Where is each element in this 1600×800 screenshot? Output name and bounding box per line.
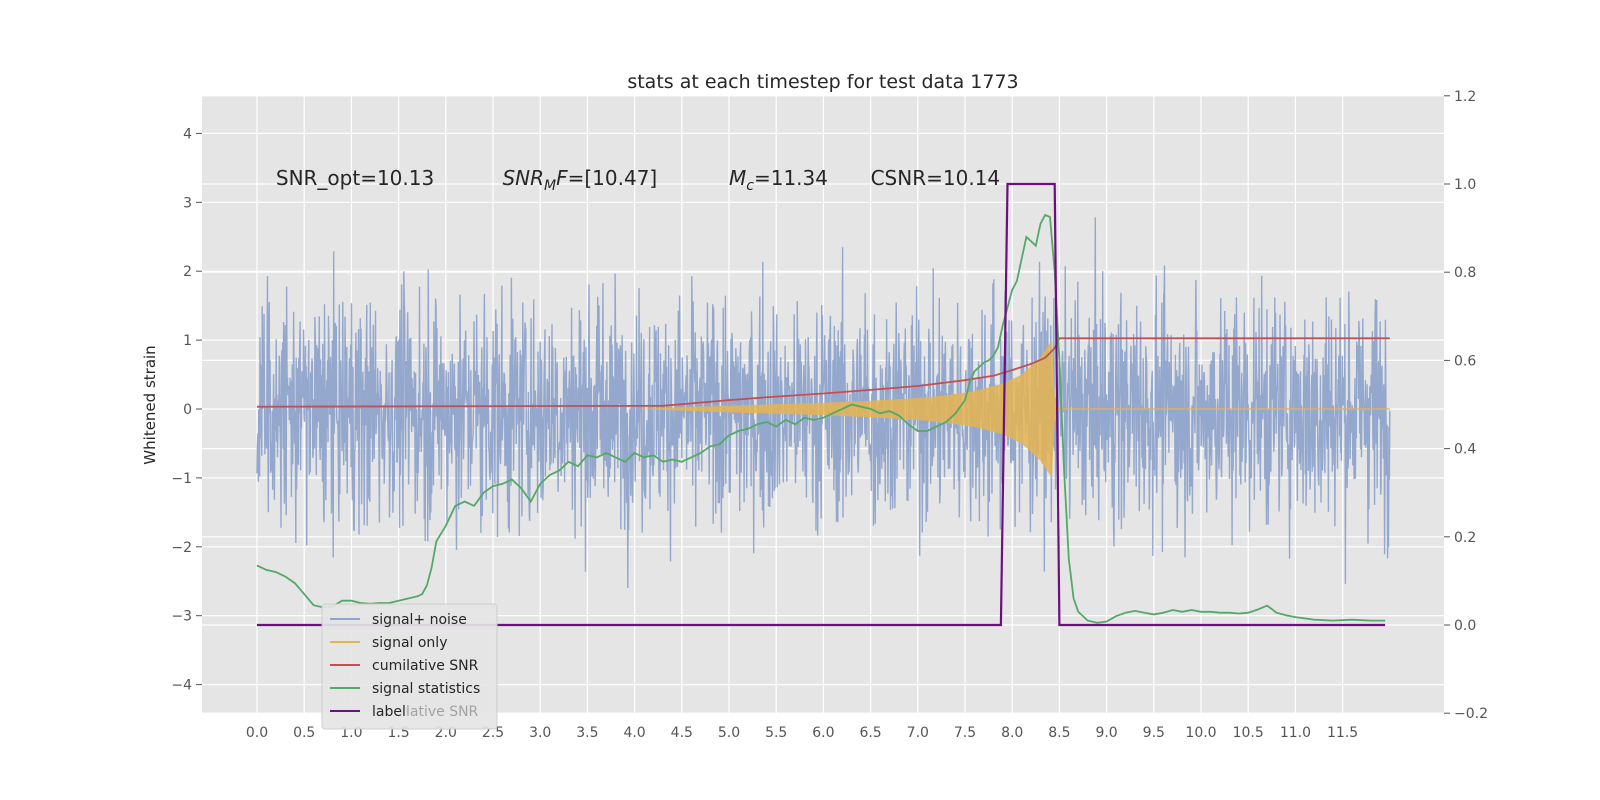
x-tick-label: 4.0 <box>623 725 645 741</box>
annotations: SNR_opt=10.13 SNRMF=[10.47] Mc=11.34 CSNR=1… <box>276 166 1000 194</box>
y-tick-label: 1 <box>183 333 192 349</box>
x-tick-label: 10.5 <box>1233 725 1264 741</box>
x-tick-label: 8.0 <box>1001 725 1023 741</box>
x-tick-label: 9.5 <box>1143 725 1165 741</box>
x-tick-label: 0.0 <box>246 725 268 741</box>
x-tick-label: 3.5 <box>576 725 598 741</box>
x-tick-label: 3.0 <box>529 725 551 741</box>
right-tick-label: 0.6 <box>1454 353 1476 369</box>
x-tick-label: 0.5 <box>293 725 315 741</box>
right-tick-label: 0.2 <box>1454 530 1476 546</box>
x-tick-label: 7.0 <box>907 725 929 741</box>
series-signal-statistics <box>256 213 1386 624</box>
x-tick-label: 11.0 <box>1280 725 1311 741</box>
y-tick-label: 0 <box>183 402 192 418</box>
y-tick-label: −4 <box>171 678 192 694</box>
y-tick-label: 4 <box>183 126 192 142</box>
annotation-chirp-mass: Mc=11.34 <box>729 166 828 194</box>
x-tick-label: 4.5 <box>671 725 693 741</box>
series-layer <box>256 182 1391 627</box>
x-tick-label: 5.5 <box>765 725 787 741</box>
right-tick-label: 1.2 <box>1454 89 1476 105</box>
series-cumulative-snr <box>256 337 1390 408</box>
x-tick-label: 7.5 <box>954 725 976 741</box>
y-tick-label: 2 <box>183 264 192 280</box>
annotation-csnr: CSNR=10.14 <box>871 166 1001 190</box>
right-tick-label: −0.2 <box>1454 706 1488 722</box>
x-tick-label: 9.0 <box>1095 725 1117 741</box>
x-tick-label: 11.5 <box>1327 725 1358 741</box>
legend-label: signal only <box>372 635 447 651</box>
x-tick-label: 10.0 <box>1185 725 1216 741</box>
series-signal-noise <box>256 217 1391 589</box>
annotation-snr-opt: SNR_opt=10.13 <box>276 166 434 190</box>
y-tick-label: −1 <box>171 471 192 487</box>
legend-label: signal statistics <box>372 681 480 697</box>
legend: signal+ noise signal only cumilative SNR si… <box>321 603 498 730</box>
x-tick-label: 5.0 <box>718 725 740 741</box>
axis-ticks: 0.0 0.5 1.0 1.5 2.0 2.5 3.0 3.5 4.0 4.5 5.0 5.5 6.0 6… <box>171 89 1488 741</box>
y-tick-label: 3 <box>183 195 192 211</box>
right-tick-label: 0.4 <box>1454 442 1476 458</box>
chart-title: stats at each timestep for test data 177… <box>627 71 1018 93</box>
y-tick-label: −2 <box>171 540 192 556</box>
right-tick-label: 0.0 <box>1454 618 1476 634</box>
x-tick-label: 8.5 <box>1048 725 1070 741</box>
right-tick-label: 1.0 <box>1454 177 1476 193</box>
legend-ghost-text: lative SNR <box>406 704 479 720</box>
x-tick-label: 6.0 <box>812 725 834 741</box>
annotation-snr-mf: SNRMF=[10.47] <box>502 166 657 194</box>
series-label <box>257 182 1386 627</box>
legend-label: cumilative SNR <box>372 658 479 674</box>
legend-label: label <box>372 704 406 720</box>
series-signal-only <box>257 340 1390 478</box>
y-axis-label: Whitened strain <box>141 345 159 464</box>
legend-box <box>321 603 498 730</box>
x-tick-label: 6.5 <box>859 725 881 741</box>
right-tick-label: 0.8 <box>1454 265 1476 281</box>
legend-label: signal+ noise <box>372 612 467 628</box>
y-tick-label: −3 <box>171 609 192 625</box>
